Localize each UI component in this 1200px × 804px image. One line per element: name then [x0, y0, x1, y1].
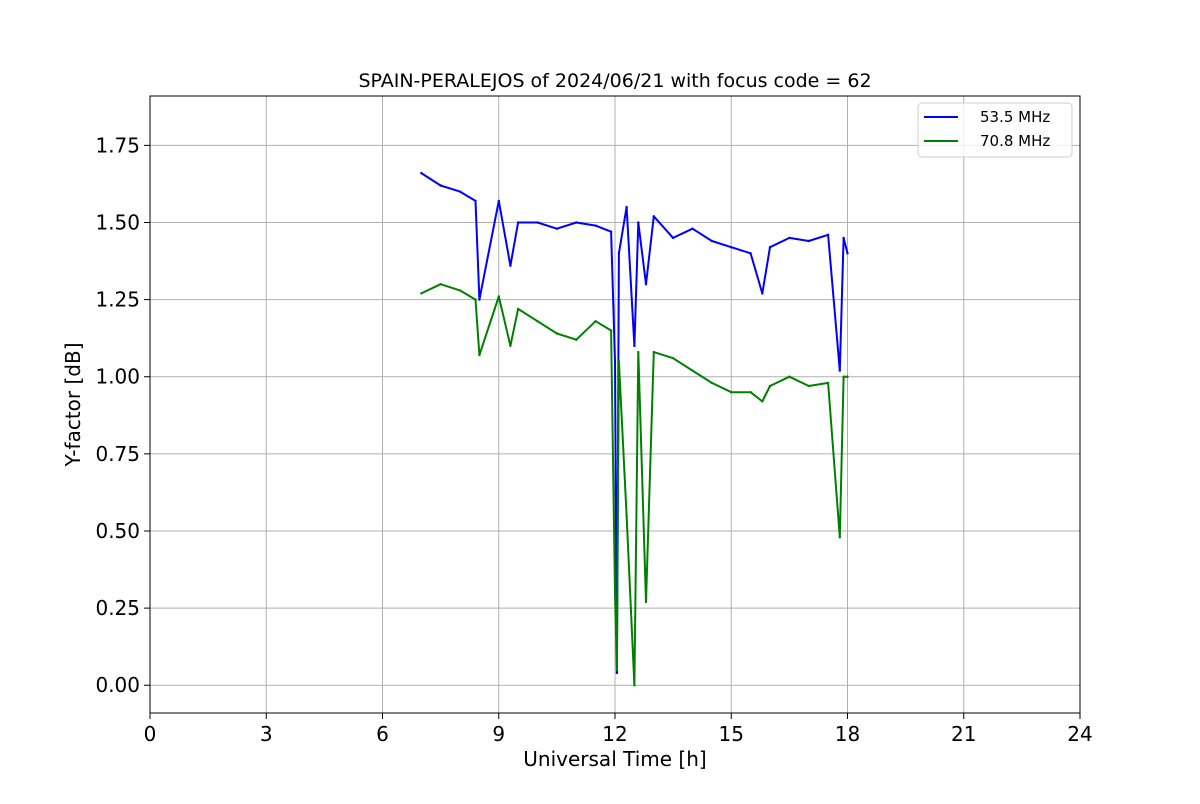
data-point	[613, 591, 617, 594]
axis-ticks: 0 3 6 9 12 15 18 21 24 0.00 0.25 0.50 0.75 1.00 1.25 1.…	[95, 133, 1092, 746]
data-point	[474, 298, 477, 301]
data-point	[768, 384, 772, 388]
data-point	[609, 230, 613, 233]
legend-label: 53.5 MHz	[980, 108, 1050, 126]
y-tick-label: 1.75	[95, 133, 140, 157]
data-point	[842, 236, 845, 240]
y-axis-label: Y-factor [dB]	[61, 342, 85, 467]
data-point	[594, 224, 597, 227]
x-tick-label: 12	[602, 722, 627, 746]
y-tick-label: 1.50	[95, 210, 140, 234]
y-tick-label: 1.00	[95, 365, 140, 389]
data-point	[575, 338, 578, 341]
data-point	[478, 298, 481, 301]
data-point	[644, 600, 648, 604]
data-point	[458, 190, 462, 193]
data-point	[516, 221, 520, 224]
data-point	[826, 381, 830, 385]
data-point	[807, 239, 810, 243]
series-line-1	[420, 283, 848, 687]
series-line-0	[420, 172, 849, 674]
y-tick-label: 0.25	[95, 596, 140, 620]
data-point	[691, 227, 694, 230]
data-point	[536, 320, 539, 323]
x-tick-label: 3	[260, 722, 273, 746]
data-point	[555, 227, 559, 230]
data-point	[536, 221, 539, 224]
data-point	[671, 357, 675, 360]
data-point	[842, 375, 845, 378]
data-point	[652, 215, 655, 218]
x-axis-label: Universal Time [h]	[523, 747, 706, 771]
data-point	[439, 184, 442, 187]
data-point	[633, 684, 636, 687]
data-point	[710, 239, 714, 243]
data-point	[652, 350, 655, 354]
data-point	[478, 353, 481, 357]
data-point	[615, 668, 619, 671]
data-point	[594, 320, 597, 323]
data-point	[846, 252, 849, 255]
data-point	[730, 391, 733, 394]
x-tick-label: 18	[835, 722, 860, 746]
data-point	[474, 199, 477, 203]
legend-label: 70.8 MHz	[980, 132, 1050, 150]
data-point	[637, 221, 640, 224]
data-point	[458, 289, 462, 292]
data-point	[710, 381, 714, 385]
data-point	[555, 332, 559, 335]
data-point	[420, 171, 423, 175]
data-point	[509, 344, 512, 348]
data-point	[671, 236, 675, 240]
data-point	[761, 400, 764, 403]
legend: 53.5 MHz 70.8 MHz	[917, 102, 1073, 158]
series-lines	[420, 171, 849, 687]
data-point	[497, 295, 500, 298]
data-point	[788, 236, 791, 240]
x-tick-label: 9	[492, 722, 505, 746]
y-tick-label: 0.00	[95, 673, 140, 697]
data-point	[613, 360, 617, 363]
data-point	[846, 375, 849, 378]
data-point	[516, 307, 520, 311]
x-tick-label: 21	[951, 722, 976, 746]
data-point	[826, 233, 830, 236]
y-tick-label: 0.50	[95, 519, 140, 543]
data-point	[691, 369, 694, 372]
data-point	[761, 292, 764, 295]
data-point	[497, 199, 500, 203]
data-point	[617, 252, 621, 255]
x-tick-label: 0	[144, 722, 157, 746]
data-point	[788, 375, 791, 378]
data-point	[509, 264, 512, 267]
data-point	[609, 329, 613, 332]
y-tick-label: 1.25	[95, 288, 140, 312]
data-point	[730, 246, 733, 249]
data-point	[617, 360, 621, 363]
data-point	[644, 283, 648, 286]
data-point	[749, 252, 752, 255]
data-point	[420, 292, 423, 295]
x-tick-label: 6	[376, 722, 389, 746]
data-point	[768, 246, 772, 249]
x-tick-label: 24	[1067, 722, 1092, 746]
data-point	[637, 350, 640, 354]
y-tick-label: 0.75	[95, 442, 140, 466]
data-point	[625, 514, 628, 517]
data-point	[749, 391, 752, 394]
x-tick-label: 15	[719, 722, 744, 746]
data-point	[439, 283, 442, 286]
data-point	[838, 369, 841, 372]
data-point	[838, 536, 841, 539]
data-point	[615, 671, 619, 675]
data-point	[625, 205, 628, 209]
data-point	[633, 344, 636, 348]
chart-title: SPAIN-PERALEJOS of 2024/06/21 with focus…	[358, 70, 871, 92]
data-point	[807, 384, 810, 388]
data-point	[575, 221, 578, 224]
